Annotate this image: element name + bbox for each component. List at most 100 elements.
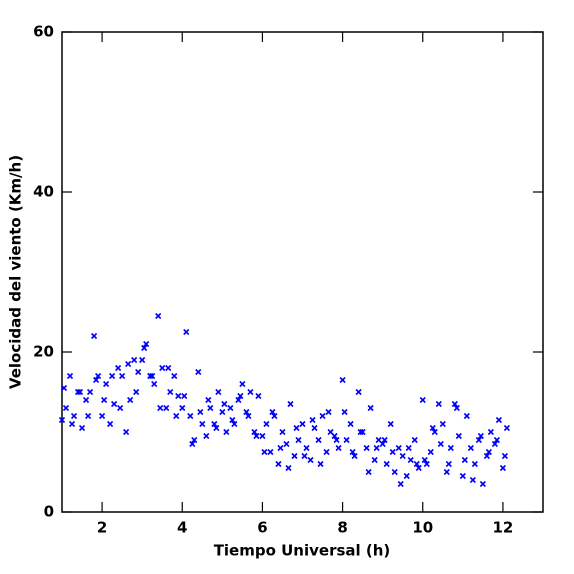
data-point: [293, 424, 300, 432]
data-point: [117, 404, 124, 412]
data-point: [211, 420, 218, 428]
data-point: [303, 444, 310, 452]
data-point: [245, 412, 252, 420]
data-point: [383, 460, 390, 468]
data-point: [181, 392, 188, 400]
data-point: [485, 448, 492, 456]
data-point: [421, 456, 428, 464]
data-point: [347, 420, 354, 428]
plot-frame: [61, 31, 544, 513]
data-point: [285, 464, 292, 472]
x-tick-label: 2: [97, 519, 107, 537]
data-point: [91, 332, 98, 340]
data-point: [389, 448, 396, 456]
data-point: [227, 404, 234, 412]
data-point: [175, 392, 182, 400]
data-point: [317, 460, 324, 468]
data-point: [279, 428, 286, 436]
data-point: [157, 404, 164, 412]
data-point: [427, 448, 434, 456]
data-point: [459, 472, 466, 480]
data-point: [311, 424, 318, 432]
data-point: [405, 444, 412, 452]
data-point: [141, 344, 148, 352]
data-point: [445, 460, 452, 468]
data-point: [151, 380, 158, 388]
data-point: [503, 424, 510, 432]
data-point: [335, 444, 342, 452]
data-point: [397, 480, 404, 488]
data-point: [439, 420, 446, 428]
data-point: [163, 404, 170, 412]
data-point: [371, 456, 378, 464]
data-point: [197, 408, 204, 416]
data-point: [461, 456, 468, 464]
data-point: [187, 412, 194, 420]
data-point: [119, 372, 126, 380]
data-point: [287, 400, 294, 408]
data-point: [229, 416, 236, 424]
data-point: [455, 432, 462, 440]
x-tick-label: 6: [257, 519, 267, 537]
data-point: [70, 412, 78, 420]
data-point: [99, 412, 106, 420]
data-point: [403, 472, 410, 480]
data-point: [437, 440, 444, 448]
data-point: [243, 408, 250, 416]
data-point: [367, 404, 374, 412]
data-point: [501, 452, 508, 460]
data-point: [62, 404, 70, 412]
data-point: [199, 420, 206, 428]
data-point: [463, 412, 470, 420]
data-point: [143, 340, 150, 348]
data-point: [78, 424, 86, 432]
data-point: [493, 436, 500, 444]
data-point: [453, 404, 460, 412]
data-point: [82, 396, 90, 404]
data-point: [93, 376, 100, 384]
data-point: [331, 432, 338, 440]
data-point: [349, 448, 356, 456]
data-point: [283, 440, 290, 448]
data-point: [495, 416, 502, 424]
data-point: [123, 428, 130, 436]
y-tick-label: 0: [44, 503, 54, 521]
data-point: [101, 396, 108, 404]
data-point: [147, 372, 154, 380]
data-point: [443, 468, 450, 476]
data-point: [267, 448, 274, 456]
data-point: [133, 388, 140, 396]
data-point: [413, 460, 420, 468]
data-point: [479, 480, 486, 488]
data-point: [107, 420, 114, 428]
data-point: [131, 356, 138, 364]
data-point: [109, 372, 116, 380]
data-point: [423, 460, 430, 468]
data-point: [231, 420, 238, 428]
data-point: [343, 436, 350, 444]
data-point: [365, 468, 372, 476]
data-point: [189, 440, 196, 448]
data-point: [60, 384, 68, 392]
data-point: [277, 444, 284, 452]
data-point: [127, 396, 134, 404]
data-point: [95, 372, 102, 380]
x-axis-label: Tiempo Universal (h): [214, 542, 391, 560]
data-point: [307, 456, 314, 464]
data-point: [239, 380, 246, 388]
data-point: [247, 388, 254, 396]
data-point: [167, 388, 174, 396]
data-point: [191, 436, 198, 444]
data-point: [213, 424, 220, 432]
data-point: [115, 364, 122, 372]
data-point: [339, 376, 346, 384]
data-point: [471, 460, 478, 468]
data-point: [68, 420, 76, 428]
data-point: [135, 368, 142, 376]
data-point: [355, 388, 362, 396]
data-point: [351, 452, 358, 460]
data-point: [467, 444, 474, 452]
data-point: [419, 396, 426, 404]
data-point: [86, 388, 94, 396]
data-point: [74, 388, 82, 396]
